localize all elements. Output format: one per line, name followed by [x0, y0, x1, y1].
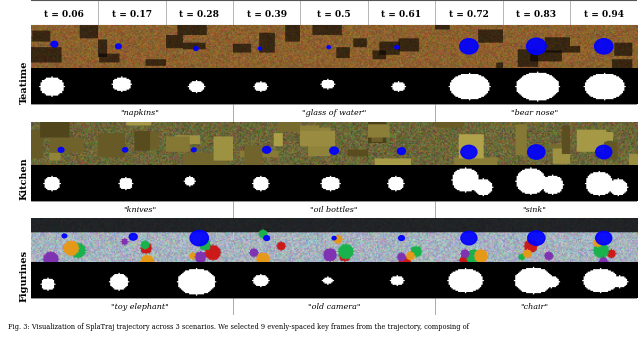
Ellipse shape [399, 236, 404, 240]
Ellipse shape [397, 148, 406, 154]
Ellipse shape [51, 41, 58, 47]
Ellipse shape [122, 148, 127, 152]
Ellipse shape [528, 145, 545, 159]
Text: "napkins": "napkins" [120, 109, 159, 117]
Ellipse shape [58, 147, 64, 152]
Text: t = 0.06: t = 0.06 [45, 10, 84, 19]
Ellipse shape [262, 147, 271, 153]
Ellipse shape [190, 231, 209, 246]
Text: t = 0.17: t = 0.17 [112, 10, 152, 19]
Text: Kitchen: Kitchen [20, 158, 29, 200]
Text: t = 0.28: t = 0.28 [179, 10, 220, 19]
Ellipse shape [191, 148, 196, 152]
Text: t = 0.72: t = 0.72 [449, 10, 489, 19]
Ellipse shape [395, 46, 399, 49]
Text: t = 0.83: t = 0.83 [516, 10, 556, 19]
Ellipse shape [528, 231, 545, 245]
Text: "knives": "knives" [124, 206, 157, 213]
Ellipse shape [460, 39, 478, 54]
Ellipse shape [461, 231, 477, 245]
Ellipse shape [596, 145, 612, 159]
Text: Fig. 3: Visualization of SplaTraj trajectory across 3 scenarios. We selected 9 e: Fig. 3: Visualization of SplaTraj trajec… [8, 323, 469, 331]
Text: "old camera": "old camera" [308, 302, 360, 311]
Ellipse shape [596, 231, 612, 245]
Text: t = 0.39: t = 0.39 [246, 10, 287, 19]
Text: "glass of water": "glass of water" [302, 109, 366, 117]
Text: t = 0.94: t = 0.94 [584, 10, 624, 19]
Text: "bear nose": "bear nose" [511, 109, 558, 117]
Ellipse shape [332, 236, 336, 240]
Ellipse shape [62, 234, 67, 238]
Text: "chair": "chair" [520, 302, 548, 311]
Ellipse shape [258, 47, 262, 50]
Ellipse shape [193, 47, 198, 50]
Ellipse shape [527, 38, 546, 55]
Text: "sink": "sink" [522, 206, 546, 213]
Ellipse shape [595, 39, 613, 54]
Text: "toy elephant": "toy elephant" [111, 302, 169, 311]
Ellipse shape [129, 233, 137, 240]
Text: t = 0.61: t = 0.61 [381, 10, 422, 19]
Ellipse shape [330, 147, 339, 154]
Ellipse shape [461, 145, 477, 159]
Ellipse shape [327, 46, 330, 49]
Text: "oil bottles": "oil bottles" [310, 206, 358, 213]
Text: t = 0.5: t = 0.5 [317, 10, 351, 19]
Text: Figurines: Figurines [20, 250, 29, 302]
Text: Teatime: Teatime [20, 60, 29, 104]
Ellipse shape [115, 44, 121, 49]
Ellipse shape [264, 236, 269, 240]
